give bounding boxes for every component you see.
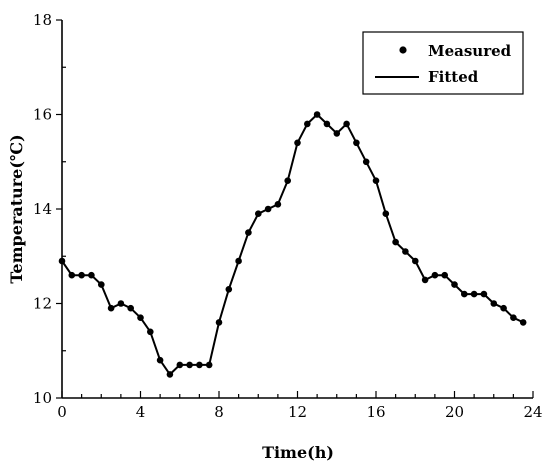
measured-point [196, 361, 203, 369]
measured-point [362, 158, 370, 166]
legend-label-measured: Measured [428, 42, 512, 60]
measured-point [519, 319, 527, 326]
ticks: 0 4 8 12 16 20 24 10 12 14 16 18 [33, 11, 543, 421]
x-axis-title: Time(h) [262, 443, 334, 462]
measured-point [412, 257, 419, 265]
measured-point [166, 371, 174, 378]
y-tick-label: 18 [33, 11, 52, 29]
measured-point [382, 210, 390, 217]
measured-point [500, 304, 507, 312]
measured-point [510, 314, 517, 322]
measured-point [441, 271, 449, 279]
x-tick-label: 0 [57, 403, 67, 421]
measured-point [127, 304, 134, 312]
fitted-series-line [61, 113, 524, 376]
measured-point [343, 120, 350, 128]
measured-point [470, 290, 478, 298]
legend-box [362, 31, 524, 95]
measured-point [421, 276, 429, 284]
measured-point [68, 271, 76, 279]
measured-point [58, 257, 66, 265]
y-axis-title: Temperature(℃) [7, 134, 26, 283]
measured-point [451, 281, 458, 288]
measured-point [372, 177, 380, 184]
measured-point [245, 229, 252, 236]
measured-point [235, 257, 242, 265]
measured-point [304, 120, 311, 128]
y-tick-label: 14 [33, 200, 52, 218]
measured-point [225, 286, 233, 293]
x-tick-label: 12 [288, 403, 307, 421]
measured-point [402, 248, 409, 255]
legend-label-fitted: Fitted [428, 68, 479, 86]
measured-point [480, 290, 488, 298]
measured-point [215, 319, 223, 326]
measured-point [264, 205, 272, 213]
measured-point [333, 130, 341, 137]
x-tick-label: 20 [445, 403, 464, 421]
y-tick-label: 10 [33, 389, 52, 407]
x-tick-label: 4 [136, 403, 146, 421]
measured-point [88, 271, 95, 279]
measured-point [284, 177, 292, 184]
x-tick-label: 24 [523, 403, 542, 421]
legend: Measured Fitted [362, 31, 524, 95]
measured-point [147, 328, 154, 336]
measured-point [461, 290, 468, 298]
measured-point [323, 120, 331, 128]
x-tick-label: 8 [214, 403, 224, 421]
measured-point [294, 139, 301, 147]
measured-point [98, 281, 105, 288]
y-tick-label: 12 [33, 295, 52, 313]
measured-point [431, 271, 439, 279]
measured-point [254, 210, 262, 217]
measured-point [392, 238, 399, 246]
measured-point [353, 139, 360, 147]
measured-point [117, 300, 125, 307]
measured-point [313, 111, 321, 118]
series-layer [58, 111, 527, 378]
measured-point [176, 361, 184, 369]
y-tick-label: 16 [33, 106, 52, 124]
measured-point [186, 361, 193, 369]
measured-point [156, 356, 164, 364]
measured-point [78, 271, 85, 279]
measured-point [137, 314, 144, 322]
measured-point [274, 201, 282, 208]
measured-point [490, 300, 498, 307]
legend-marker-measured [399, 46, 407, 54]
x-tick-label: 16 [366, 403, 385, 421]
measured-point [205, 361, 213, 369]
measured-point [107, 304, 115, 312]
